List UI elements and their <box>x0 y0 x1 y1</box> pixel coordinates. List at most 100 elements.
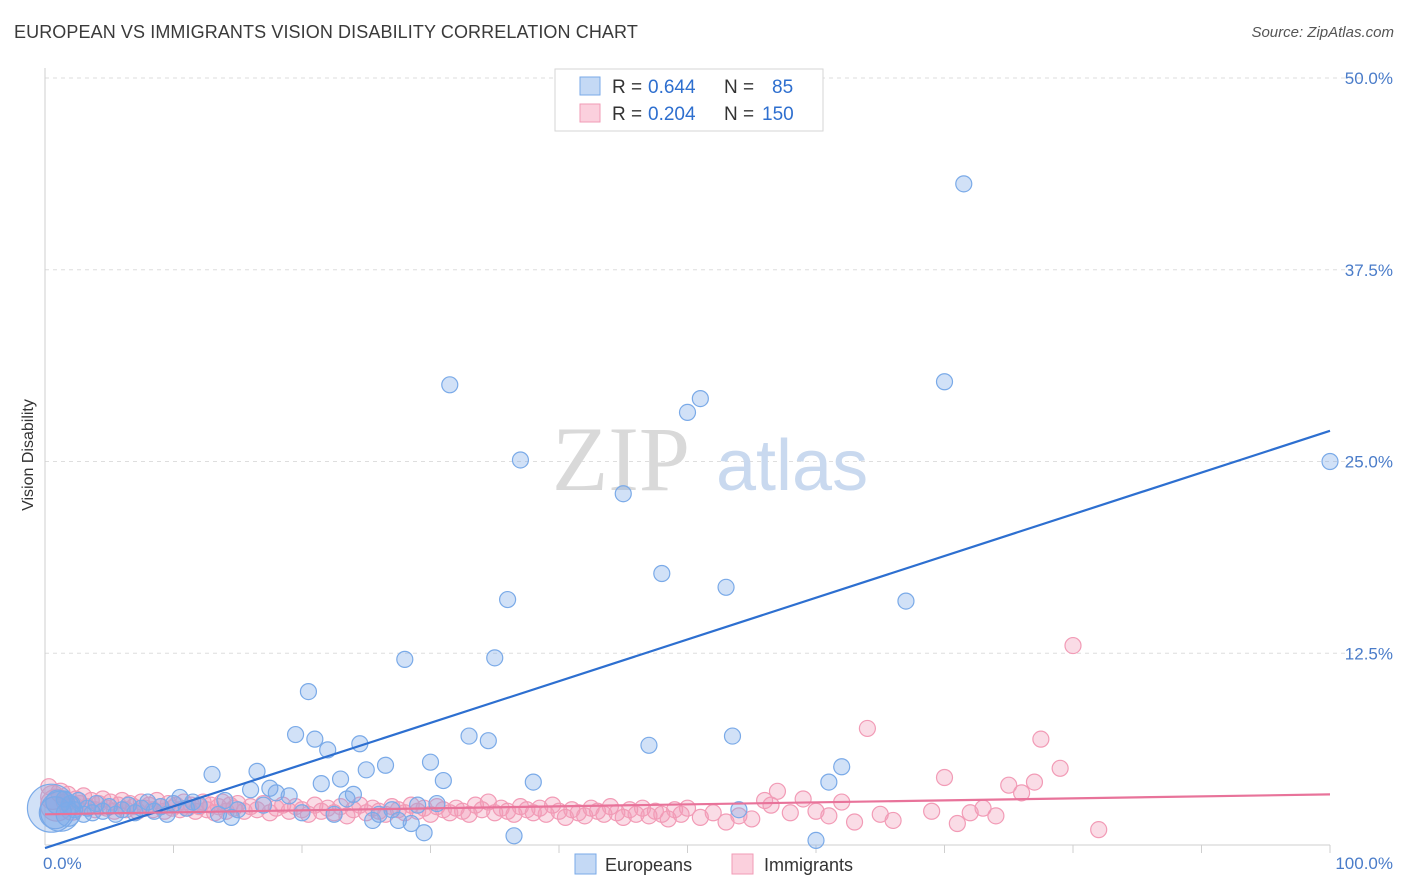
immigrants-point-131 <box>820 807 838 825</box>
europeans-point-44 <box>312 775 330 793</box>
europeans-point-79 <box>730 801 748 819</box>
europeans-point-82 <box>897 592 915 610</box>
immigrants-point-143 <box>1000 776 1018 794</box>
legend-r-label-immigrants: R = <box>612 104 642 125</box>
axes <box>44 68 1330 846</box>
tick-labels: 12.5% 25.0% 37.5% 50.0% 0.0% 100.0% <box>43 69 1393 873</box>
immigrants-point-85 <box>460 805 478 823</box>
immigrants-point-118 <box>672 805 690 823</box>
immigrants-point-136 <box>884 811 902 830</box>
europeans-point-4 <box>55 790 73 808</box>
europeans-point-36 <box>254 796 273 814</box>
y-tick-label-1: 25.0% <box>1345 453 1393 472</box>
immigrants-point-129 <box>794 790 812 808</box>
trend-lines <box>44 429 1331 850</box>
europeans-point-77 <box>717 578 735 596</box>
x-tick-label-0: 0.0% <box>43 854 82 873</box>
europeans-point-81 <box>833 758 851 776</box>
bottom-legend-immigrants: Immigrants <box>764 855 853 875</box>
immigrants-point-124 <box>743 810 761 828</box>
immigrants-point-120 <box>691 808 709 826</box>
series-legend: Europeans Immigrants <box>574 853 853 875</box>
y-tick-label-2: 37.5% <box>1345 261 1393 280</box>
europeans-point-63 <box>434 771 452 790</box>
immigrants-point-134 <box>858 719 877 738</box>
immigrants-point-127 <box>768 782 787 800</box>
europeans-point-47 <box>331 770 350 788</box>
europeans-point-61 <box>421 753 440 771</box>
immigrants-point-148 <box>1064 636 1082 655</box>
watermark: ZIP atlas <box>552 408 868 510</box>
europeans-point-51 <box>357 761 375 779</box>
europeans-point-80 <box>820 773 838 791</box>
europeans-point-33 <box>229 801 247 819</box>
y-axis-label: Vision Disability <box>20 399 37 511</box>
europeans-point-41 <box>293 804 311 822</box>
legend-swatch-europeans <box>579 76 601 96</box>
immigrants-point-146 <box>1032 730 1050 748</box>
europeans-point-65 <box>460 727 478 745</box>
legend-n-value-europeans: 85 <box>772 77 793 98</box>
y-tick-label-3: 50.0% <box>1345 69 1393 88</box>
europeans-point-60 <box>415 824 433 842</box>
europeans-point-30 <box>209 805 228 823</box>
immigrants-point-142 <box>987 807 1005 825</box>
legend-n-label-europeans: N = <box>724 77 754 98</box>
immigrants-point-123 <box>730 807 748 825</box>
europeans-point-64 <box>441 376 459 394</box>
bottom-legend-europeans: Europeans <box>605 855 692 875</box>
immigrants-point-144 <box>1012 784 1031 802</box>
europeans-trend-line <box>44 429 1331 850</box>
immigrants-point-139 <box>948 814 966 833</box>
legend-r-label-europeans: R = <box>612 77 642 98</box>
immigrants-point-133 <box>845 813 864 831</box>
europeans-point-86 <box>1321 452 1339 471</box>
immigrants-point-126 <box>762 796 780 814</box>
y-tick-label-0: 12.5% <box>1345 644 1393 663</box>
bottom-legend-swatch-europeans <box>574 853 597 875</box>
stats-legend: R = 0.644 N = 85 R = 0.204 N = 150 <box>554 68 824 132</box>
europeans-point-54 <box>376 756 395 774</box>
immigrants-point-137 <box>923 802 941 820</box>
immigrants-point-111 <box>627 805 645 823</box>
immigrants-point-66 <box>338 807 356 825</box>
europeans-point-84 <box>955 175 973 193</box>
europeans-point-56 <box>389 811 407 830</box>
europeans-point-68 <box>499 590 517 609</box>
europeans-point-49 <box>344 785 362 803</box>
europeans-points <box>26 175 1339 849</box>
europeans-point-25 <box>171 788 189 807</box>
bottom-legend-swatch-immigrants <box>731 853 754 875</box>
europeans-point-40 <box>286 725 305 744</box>
europeans-point-67 <box>486 649 504 667</box>
watermark-zip: ZIP <box>552 408 690 510</box>
europeans-point-70 <box>511 451 530 469</box>
immigrants-trend-line <box>44 793 1331 816</box>
chart-title: EUROPEAN VS IMMIGRANTS VISION DISABILITY… <box>14 22 638 42</box>
legend-n-value-immigrants: 150 <box>762 104 794 125</box>
europeans-point-78 <box>723 727 742 745</box>
europeans-point-58 <box>402 814 420 833</box>
europeans-point-31 <box>216 791 234 810</box>
immigrants-point-147 <box>1051 759 1069 777</box>
europeans-point-20 <box>139 793 157 811</box>
europeans-point-71 <box>524 773 542 791</box>
legend-r-value-immigrants: 0.204 <box>648 104 696 125</box>
immigrants-point-145 <box>1025 773 1044 791</box>
grid-lines <box>45 77 1365 853</box>
europeans-point-72 <box>614 485 632 503</box>
europeans-point-85 <box>807 831 825 849</box>
europeans-point-43 <box>306 730 324 748</box>
europeans-point-57 <box>396 650 414 668</box>
immigrants-point-128 <box>781 804 799 822</box>
immigrants-point-138 <box>935 768 954 787</box>
europeans-point-66 <box>479 732 497 750</box>
europeans-point-39 <box>280 787 298 805</box>
europeans-point-53 <box>370 805 388 823</box>
europeans-point-73 <box>640 736 658 754</box>
immigrants-point-140 <box>961 804 979 822</box>
europeans-point-69 <box>505 827 523 845</box>
immigrants-point-98 <box>543 796 562 814</box>
europeans-point-83 <box>935 373 954 391</box>
